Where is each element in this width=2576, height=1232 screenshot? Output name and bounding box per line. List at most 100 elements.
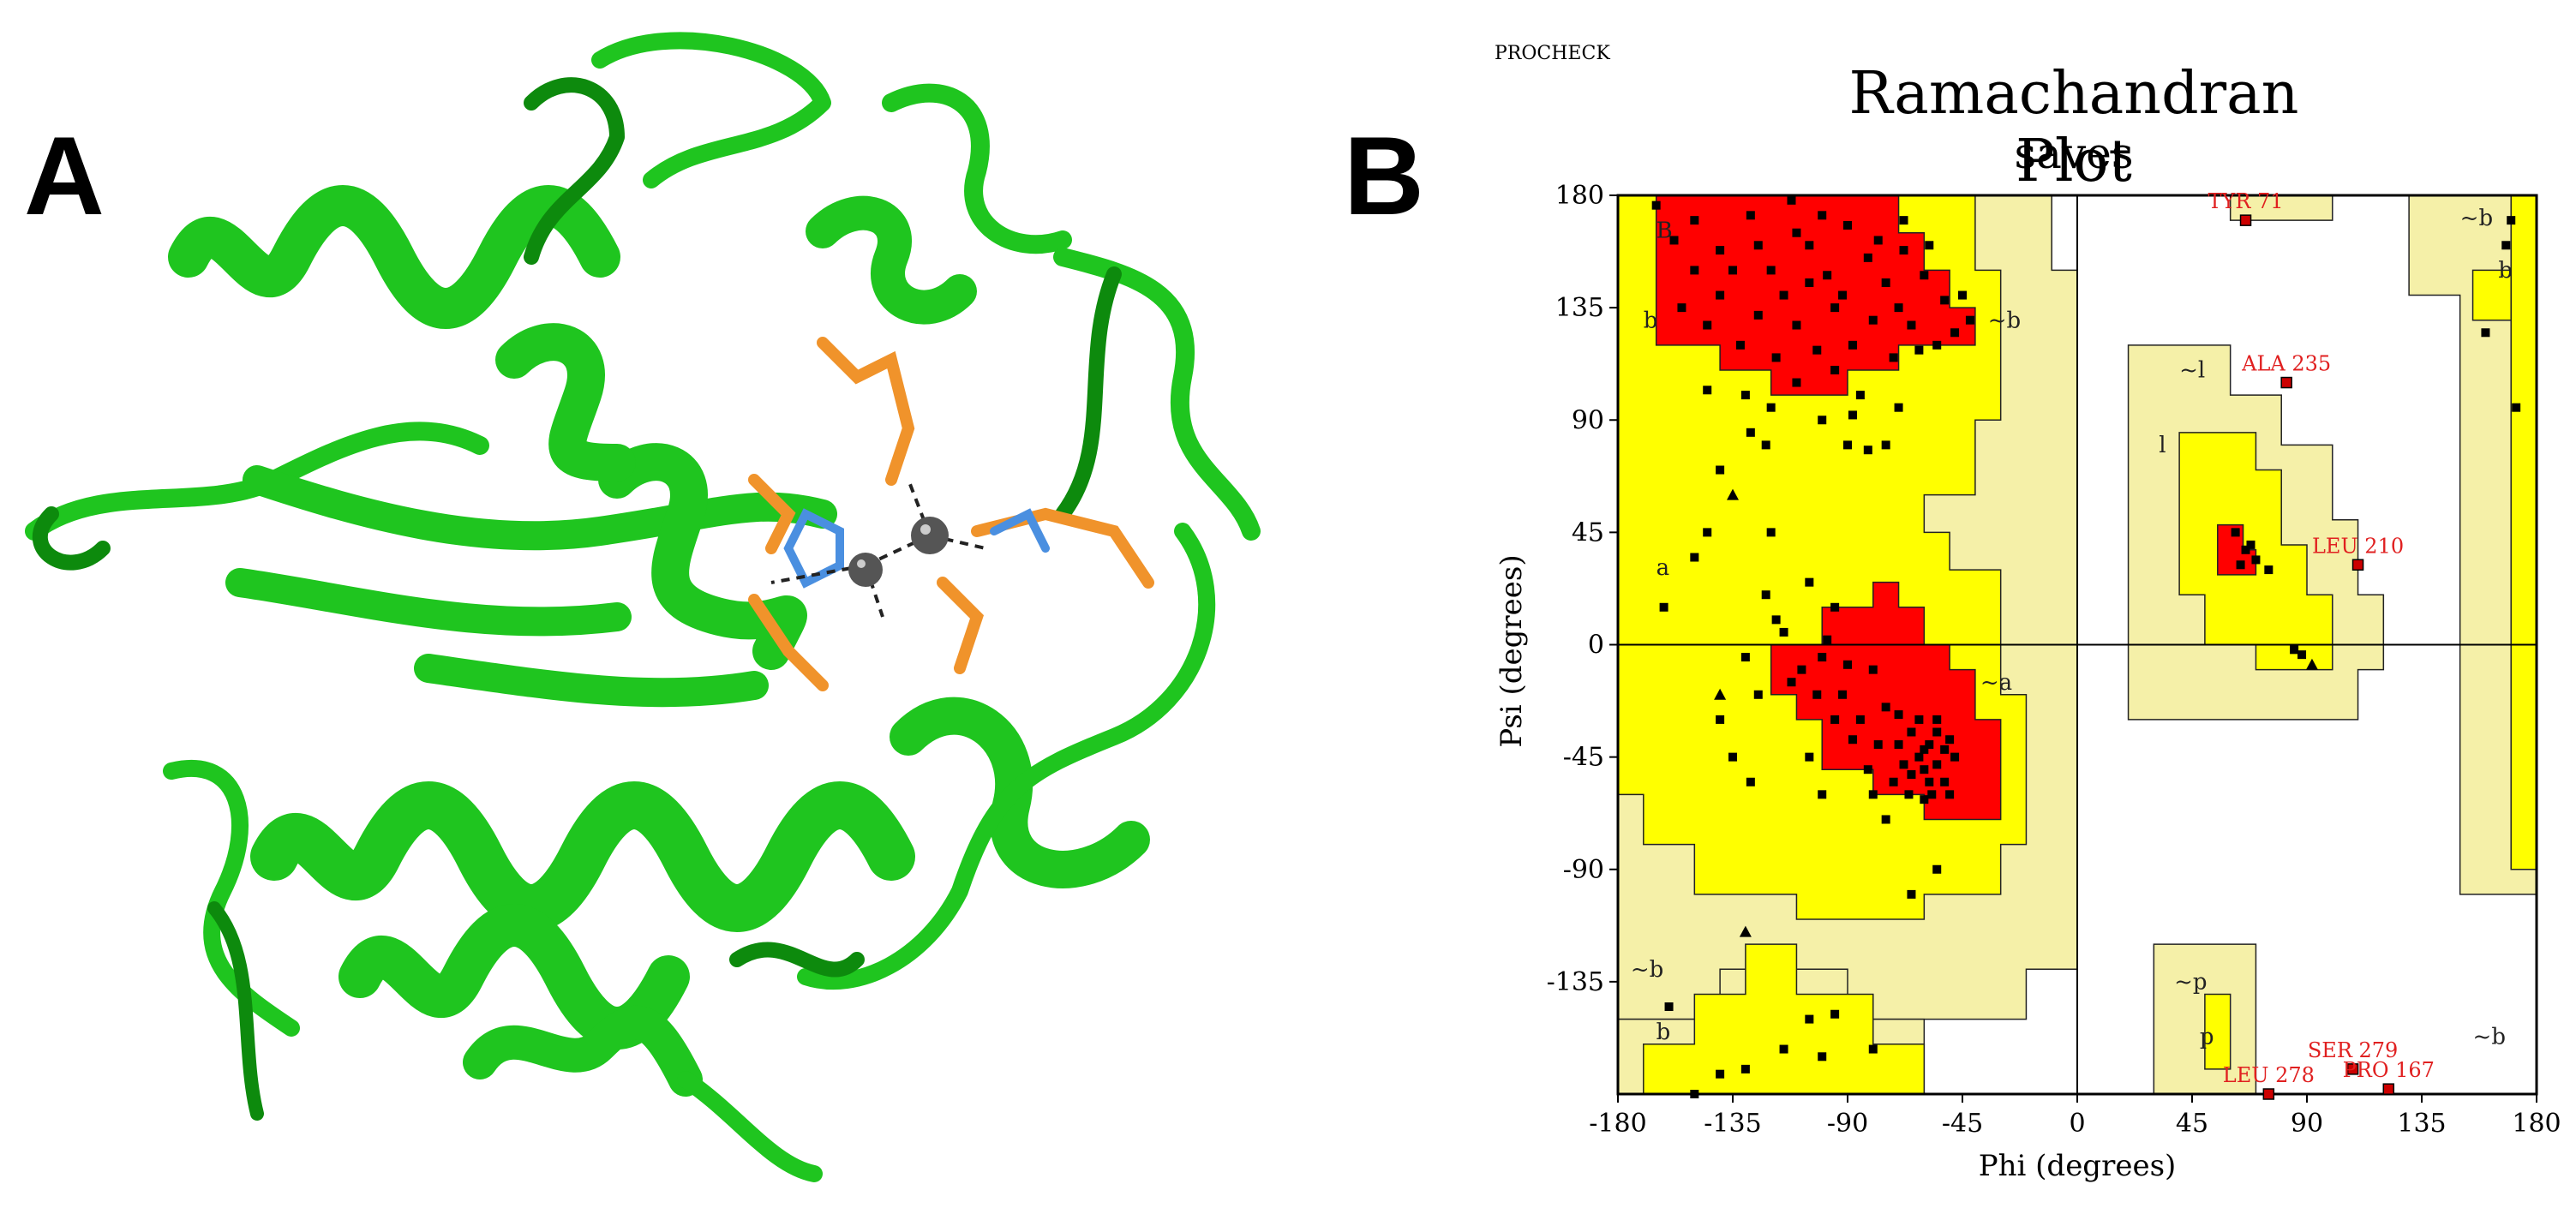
y-tick-label-6: 135 <box>1555 293 1604 323</box>
chart-title: Ramachandran Plot <box>1848 60 2299 195</box>
allowed-region-right <box>2510 194 2537 870</box>
region-label-2: ~b <box>1988 308 2021 333</box>
region-label-10: p <box>2200 1025 2214 1050</box>
residue-point-35 <box>1690 266 1699 275</box>
panel-label-b: B <box>1344 113 1424 238</box>
region-label-0: B <box>1656 218 1673 244</box>
residue-point-32 <box>1818 416 1827 425</box>
residue-point-112 <box>1904 790 1914 799</box>
residue-point-96 <box>1797 665 1806 674</box>
residue-point-133 <box>1664 1002 1674 1012</box>
residue-point-58 <box>1899 216 1908 225</box>
residue-point-115 <box>1907 889 1916 899</box>
residue-point-136 <box>2501 241 2511 250</box>
residue-point-66 <box>1787 678 1796 687</box>
residue-point-6 <box>1787 195 1796 205</box>
residue-point-89 <box>1907 770 1916 780</box>
residue-point-98 <box>1823 635 1832 644</box>
x-tick-label-5: 45 <box>2176 1109 2208 1139</box>
x-tick-label-1: -135 <box>1704 1109 1761 1139</box>
outlier-point-0 <box>2239 214 2252 226</box>
residue-point-59 <box>1716 465 1725 475</box>
residue-point-40 <box>1805 278 1814 287</box>
residue-point-81 <box>1914 715 1924 724</box>
residue-point-36 <box>1677 303 1686 313</box>
residue-point-104 <box>1690 553 1699 562</box>
y-tick-label-3: 0 <box>1588 631 1604 661</box>
residue-point-9 <box>1843 220 1852 230</box>
region-label-9: ~p <box>2174 970 2207 996</box>
residue-point-28 <box>1703 320 1712 330</box>
residue-point-50 <box>1761 440 1770 450</box>
region-label-12: b <box>2498 258 2513 284</box>
residue-point-42 <box>1873 236 1883 245</box>
residue-point-106 <box>1766 528 1776 537</box>
residue-point-126 <box>1779 1044 1788 1054</box>
residue-point-86 <box>1863 765 1872 774</box>
y-tick-label-4: 45 <box>1572 517 1604 547</box>
protein-structure-illustration <box>25 32 1261 1182</box>
residue-point-121 <box>2246 540 2255 549</box>
region-label-3: a <box>1656 555 1670 581</box>
residue-point-38 <box>1753 241 1763 250</box>
x-tick-label-0: -180 <box>1589 1109 1646 1139</box>
residue-point-71 <box>1881 703 1890 712</box>
residue-point-45 <box>1925 241 1934 250</box>
residue-point-123 <box>2290 645 2299 655</box>
residue-point-67 <box>1818 653 1827 662</box>
residue-point-62 <box>1771 615 1781 625</box>
residue-point-74 <box>1914 752 1924 762</box>
outlier-label-0: TYR 71 <box>2208 189 2283 213</box>
residue-point-114 <box>1881 815 1890 824</box>
residue-point-107 <box>1805 752 1814 762</box>
residue-point-102 <box>1746 777 1755 786</box>
outlier-label-3: SER 279 <box>2308 1038 2398 1062</box>
residue-point-77 <box>1932 760 1942 769</box>
program-label: PROCHECK <box>1495 43 1610 64</box>
residue-point-134 <box>2481 328 2490 338</box>
residue-point-17 <box>1907 320 1916 330</box>
residue-point-79 <box>1945 735 1955 745</box>
residue-point-10 <box>1863 253 1872 262</box>
residue-point-3 <box>1716 246 1725 255</box>
residue-point-130 <box>1868 1044 1878 1054</box>
residue-point-87 <box>1932 727 1942 737</box>
region-label-1: b <box>1644 308 1658 333</box>
residue-point-63 <box>1805 577 1814 587</box>
residue-point-44 <box>1914 345 1924 355</box>
residue-point-31 <box>1792 378 1801 387</box>
residue-point-48 <box>1703 386 1712 395</box>
residue-point-23 <box>1792 320 1801 330</box>
residue-point-56 <box>1792 228 1801 237</box>
residue-point-57 <box>1818 211 1827 220</box>
residue-point-7 <box>1805 241 1814 250</box>
x-tick-label-8: 180 <box>2512 1109 2561 1139</box>
region-label-13: ~b <box>2473 1025 2506 1050</box>
x-tick-label-7: 135 <box>2397 1109 2446 1139</box>
residue-point-101 <box>1728 752 1737 762</box>
residue-point-65 <box>1740 653 1750 662</box>
outlier-label-4: PRO 167 <box>2343 1058 2435 1082</box>
y-tick-label-2: -45 <box>1563 743 1604 773</box>
residue-point-73 <box>1907 727 1916 737</box>
region-label-4: ~a <box>1980 670 2012 696</box>
residue-point-51 <box>1843 440 1852 450</box>
residue-point-85 <box>1873 740 1883 750</box>
residue-point-75 <box>1920 765 1929 774</box>
residue-point-132 <box>1716 1069 1725 1079</box>
residue-point-26 <box>1735 340 1745 350</box>
region-label-11: ~b <box>2460 206 2493 231</box>
residue-point-122 <box>2236 560 2245 570</box>
residue-point-118 <box>2241 545 2250 554</box>
residue-point-60 <box>1659 602 1668 612</box>
residue-point-124 <box>2297 650 2307 660</box>
residue-point-29 <box>1740 391 1750 400</box>
panel-label-a: A <box>24 113 105 238</box>
residue-point-24 <box>1771 353 1781 362</box>
glycine-point-3 <box>2305 658 2318 670</box>
residue-point-21 <box>1830 303 1840 313</box>
y-tick-label-1: -90 <box>1563 855 1604 885</box>
residue-point-113 <box>1945 790 1955 799</box>
residue-point-55 <box>1894 403 1903 412</box>
chart-subtitle: saves <box>2014 129 2134 178</box>
